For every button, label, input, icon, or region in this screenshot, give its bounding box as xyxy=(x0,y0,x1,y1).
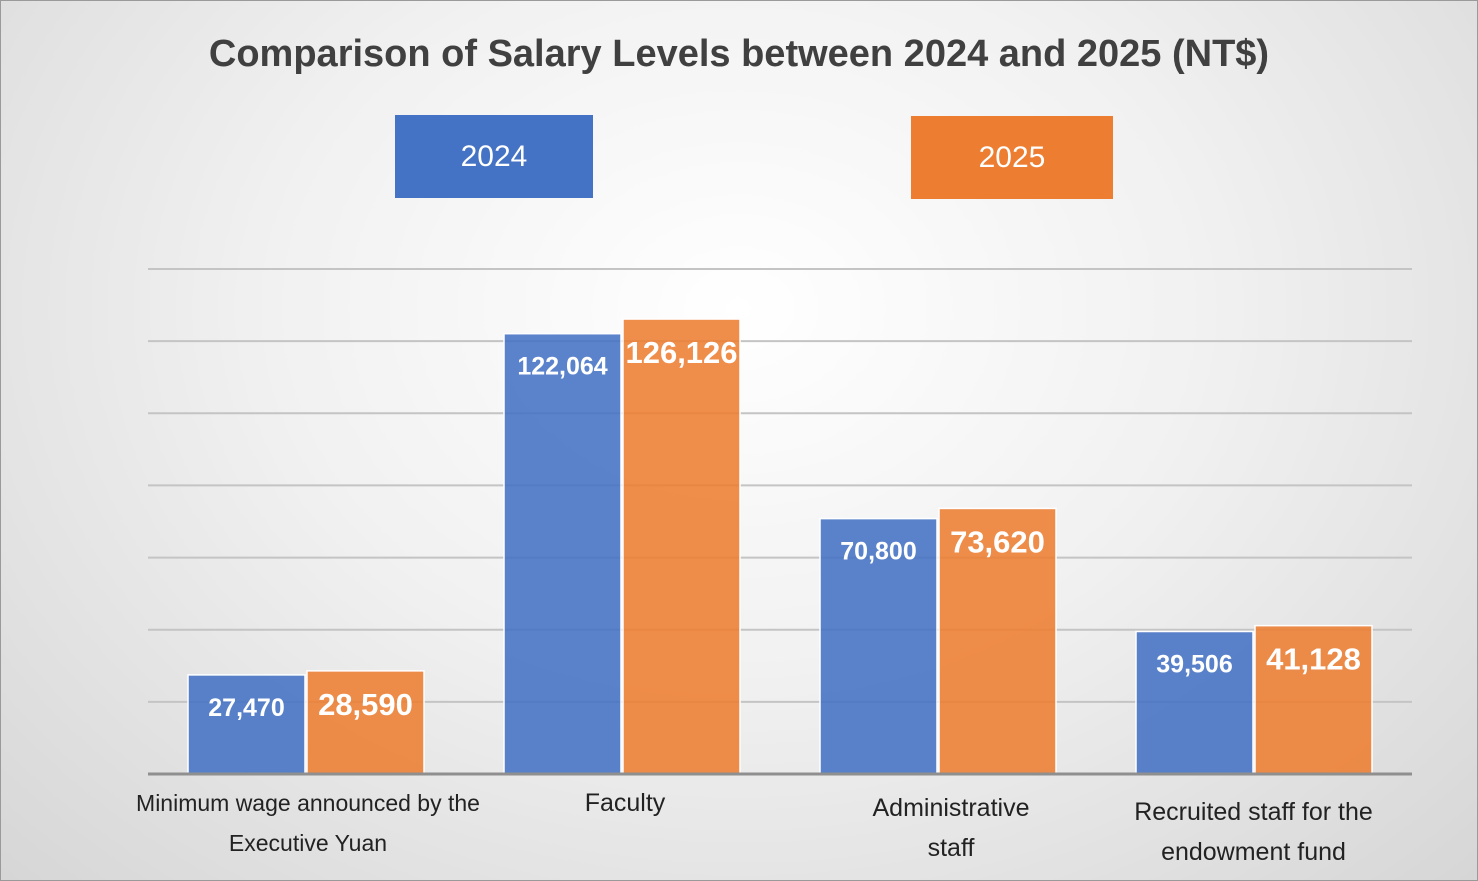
x-tick-label-administrative-staff: Administrative staff xyxy=(872,794,1030,862)
x-tick-label-recruited-staff: Recruited staff for the endowment fund xyxy=(1134,798,1373,866)
data-label-2024-faculty: 122,064 xyxy=(517,353,607,381)
legend-item-2024: 2024 xyxy=(395,115,593,198)
bar-2025-faculty xyxy=(622,318,741,775)
bar-2025-administrative-staff xyxy=(938,507,1057,775)
x-tick-label-faculty: Faculty xyxy=(584,789,666,817)
data-label-2025-recruited-staff-for-the-endowment-fund: 41,128 xyxy=(1266,642,1361,677)
data-label-2025-faculty: 126,126 xyxy=(625,335,737,370)
bar-2025-recruited-staff-for-the-endowment-fund xyxy=(1254,624,1373,775)
chart-title: Comparison of Salary Levels between 2024… xyxy=(208,33,1270,75)
data-label-2025-administrative-staff: 73,620 xyxy=(950,524,1045,559)
data-label-2024-recruited-staff-for-the-endowment-fund: 39,506 xyxy=(1156,650,1232,678)
legend-label-2024: 2024 xyxy=(460,139,528,173)
bar-2024-minimum-wage-announced-by-the-executive-yuan xyxy=(187,674,306,775)
legend-label-2025: 2025 xyxy=(978,140,1046,174)
legend-item-2025: 2025 xyxy=(911,116,1113,199)
bar-2024-recruited-staff-for-the-endowment-fund xyxy=(1135,630,1254,775)
data-label-2025-minimum-wage-announced-by-the-executive-yuan: 28,590 xyxy=(318,687,413,722)
x-tick-label-minimum-wage: Minimum wage announced by the Executive … xyxy=(136,790,480,856)
data-label-2024-administrative-staff: 70,800 xyxy=(840,538,916,566)
bar-2024-faculty xyxy=(503,332,622,775)
data-label-2024-minimum-wage-announced-by-the-executive-yuan: 27,470 xyxy=(208,694,284,722)
